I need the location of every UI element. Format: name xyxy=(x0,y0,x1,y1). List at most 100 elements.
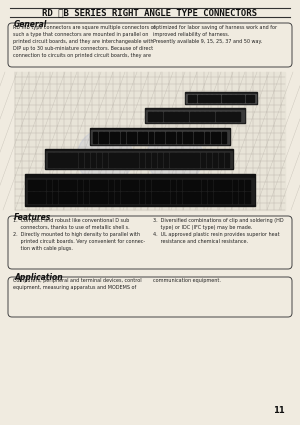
FancyBboxPatch shape xyxy=(8,277,292,317)
Bar xyxy=(195,192,200,203)
Bar xyxy=(71,180,76,190)
Text: communication equipment.: communication equipment. xyxy=(153,278,221,283)
Text: 11: 11 xyxy=(273,406,285,415)
Text: р и к а . р у: р и к а . р у xyxy=(160,155,189,159)
Bar xyxy=(115,180,119,190)
Bar xyxy=(85,153,89,167)
Bar xyxy=(195,112,199,121)
Bar xyxy=(152,153,156,167)
Bar xyxy=(183,180,188,190)
Bar xyxy=(79,153,83,167)
Bar xyxy=(84,192,88,203)
Bar xyxy=(115,153,120,167)
Bar xyxy=(40,192,45,203)
Bar xyxy=(60,153,65,167)
Bar xyxy=(200,153,205,167)
Text: optimized for labor saving of harness work and for
improved reliability of harne: optimized for labor saving of harness wo… xyxy=(153,25,277,44)
Bar xyxy=(216,132,220,143)
FancyBboxPatch shape xyxy=(8,216,292,269)
Bar xyxy=(188,132,192,143)
Bar xyxy=(216,112,220,121)
Bar xyxy=(46,180,51,190)
Bar xyxy=(226,112,230,121)
Bar xyxy=(226,192,231,203)
Bar xyxy=(214,180,218,190)
Bar xyxy=(207,95,211,102)
Bar xyxy=(15,72,285,210)
Bar xyxy=(250,95,254,102)
Bar xyxy=(171,132,176,143)
Bar xyxy=(90,192,94,203)
Bar xyxy=(90,128,230,145)
Bar xyxy=(221,112,225,121)
Bar xyxy=(179,112,183,121)
Bar xyxy=(96,192,101,203)
Bar xyxy=(46,192,51,203)
Bar xyxy=(146,110,244,122)
Bar xyxy=(193,95,196,102)
Bar xyxy=(146,192,150,203)
Bar xyxy=(102,180,107,190)
Text: General: General xyxy=(14,20,47,29)
Bar xyxy=(59,192,64,203)
Bar xyxy=(34,180,39,190)
Bar xyxy=(183,132,187,143)
Bar xyxy=(145,108,245,123)
Bar xyxy=(177,180,181,190)
Bar xyxy=(146,180,150,190)
Bar xyxy=(160,132,164,143)
Bar xyxy=(200,132,203,143)
Bar xyxy=(127,132,130,143)
FancyBboxPatch shape xyxy=(8,23,292,67)
Bar xyxy=(166,132,170,143)
Bar xyxy=(158,153,162,167)
Bar xyxy=(177,192,181,203)
Bar xyxy=(236,95,239,102)
Bar xyxy=(176,153,181,167)
Bar xyxy=(34,192,39,203)
Bar xyxy=(143,132,147,143)
Bar xyxy=(246,95,249,102)
Bar xyxy=(211,132,214,143)
Bar xyxy=(46,151,232,168)
Bar xyxy=(239,192,243,203)
Text: Features: Features xyxy=(14,213,51,222)
Bar xyxy=(158,180,163,190)
Bar xyxy=(164,112,168,121)
Bar xyxy=(121,180,125,190)
Bar xyxy=(202,192,206,203)
Bar xyxy=(226,180,231,190)
Bar xyxy=(202,180,206,190)
Bar xyxy=(195,180,200,190)
Bar xyxy=(78,180,82,190)
Bar xyxy=(121,132,125,143)
Bar xyxy=(109,153,113,167)
Bar xyxy=(28,192,32,203)
Bar xyxy=(25,174,255,206)
Bar xyxy=(103,153,107,167)
Bar xyxy=(245,192,250,203)
Bar xyxy=(121,153,126,167)
Bar xyxy=(185,92,257,104)
Bar xyxy=(232,192,237,203)
Bar xyxy=(226,95,230,102)
Circle shape xyxy=(147,129,203,185)
Text: э л е к т: э л е к т xyxy=(98,141,118,145)
Bar xyxy=(164,192,169,203)
Bar xyxy=(45,149,233,169)
Bar xyxy=(148,112,152,121)
Bar xyxy=(109,180,113,190)
Bar xyxy=(153,112,157,121)
Bar xyxy=(202,95,206,102)
Bar xyxy=(97,153,101,167)
Bar xyxy=(65,192,70,203)
Bar xyxy=(91,153,95,167)
Bar xyxy=(208,180,212,190)
Bar xyxy=(222,132,226,143)
Bar xyxy=(213,153,217,167)
Bar xyxy=(146,153,150,167)
Bar xyxy=(91,130,229,144)
Bar xyxy=(210,112,214,121)
Bar xyxy=(71,192,76,203)
Bar xyxy=(182,153,187,167)
